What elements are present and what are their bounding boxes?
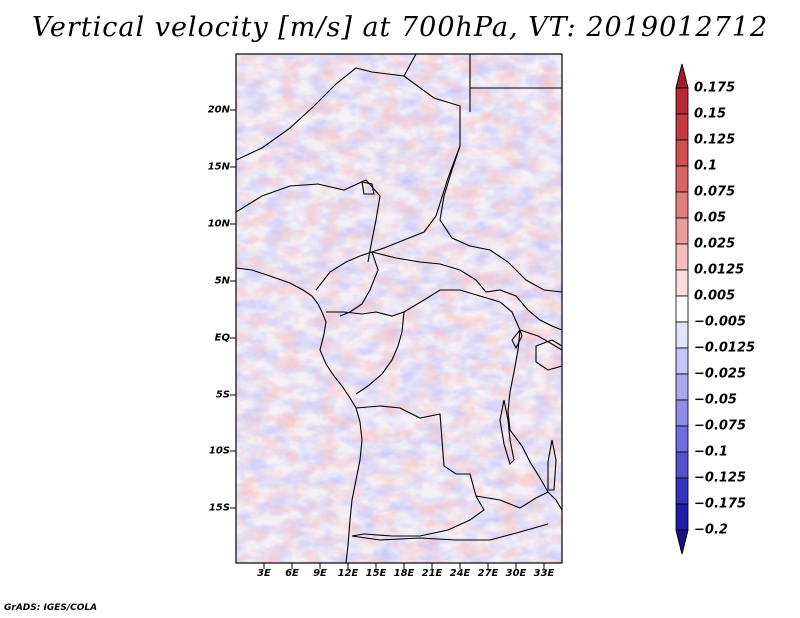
colorbar-label: 0.025	[694, 236, 736, 252]
colorbar-label: −0.05	[694, 392, 737, 408]
lat-label: EQ	[214, 332, 230, 344]
colorbar	[675, 63, 689, 555]
colorbar-segment	[675, 87, 689, 115]
lon-label: 21E	[421, 568, 443, 579]
colorbar-segment	[675, 373, 689, 401]
border-zambia	[475, 491, 562, 511]
lake-chad	[361, 181, 375, 195]
colorbar-label: 0.1	[694, 158, 718, 174]
lat-label: 20N	[207, 104, 230, 116]
colorbar-segment	[675, 191, 689, 219]
lat-label: 5S	[215, 389, 230, 401]
colorbar-segment	[675, 165, 689, 193]
colorbar-segment	[675, 295, 689, 323]
lat-label: 15S	[208, 502, 230, 514]
lon-label: 18E	[393, 568, 415, 579]
lon-label: 24E	[449, 568, 471, 579]
colorbar-label: −0.1	[694, 444, 728, 460]
lat-label: 10S	[208, 445, 230, 457]
colorbar-segment	[675, 243, 689, 271]
border-cameroon	[315, 251, 379, 317]
colorbar-label: −0.075	[694, 418, 747, 434]
colorbar-segment	[675, 139, 689, 167]
colorbar-label: −0.175	[694, 496, 747, 512]
lon-label: 30E	[505, 568, 527, 579]
colorbar-label: 0.05	[694, 210, 727, 226]
border-libya-egypt	[403, 54, 562, 112]
colorbar-top-arrow	[675, 63, 689, 89]
border-chad-sudan	[439, 145, 562, 293]
frame-ticks	[230, 109, 545, 569]
colorbar-label: 0.15	[694, 106, 727, 122]
lon-label: 27E	[477, 568, 499, 579]
colorbar-label: −0.2	[694, 522, 728, 538]
colorbar-segment	[675, 399, 689, 427]
lon-label: 15E	[365, 568, 387, 579]
border-niger-nigeria	[236, 179, 381, 263]
colorbar-label: −0.0125	[694, 340, 756, 356]
lat-label: 10N	[207, 218, 230, 230]
border-namibia	[351, 523, 549, 541]
lake-albert	[511, 328, 523, 350]
colorbar-label: 0.125	[694, 132, 736, 148]
border-east-africa	[519, 309, 562, 351]
lon-label: 9E	[313, 568, 327, 579]
colorbar-segment	[675, 113, 689, 141]
lake-malawi	[547, 439, 557, 491]
colorbar-label: 0.075	[694, 184, 736, 200]
lake-tanganyika	[499, 399, 515, 466]
country-borders	[236, 54, 562, 563]
lat-label: 5N	[214, 275, 230, 287]
colorbar-segment	[675, 321, 689, 349]
credit-text: GrADS: IGES/COLA	[4, 603, 98, 613]
border-drc	[403, 289, 549, 493]
lon-label: 33E	[533, 568, 555, 579]
lon-label: 12E	[337, 568, 359, 579]
lon-label: 3E	[257, 568, 271, 579]
colorbar-segment	[675, 347, 689, 375]
map-frame	[235, 53, 563, 564]
border-car	[371, 251, 529, 311]
colorbar-segment	[675, 425, 689, 453]
lake-victoria	[535, 339, 562, 371]
colorbar-label: −0.025	[694, 366, 747, 382]
colorbar-segment	[675, 451, 689, 479]
border-congo-gabon	[326, 311, 405, 395]
colorbar-segment	[675, 503, 689, 531]
colorbar-segment	[675, 477, 689, 505]
colorbar-label: 0.005	[694, 288, 736, 304]
lon-label: 6E	[285, 568, 299, 579]
border-sahara	[236, 67, 461, 253]
colorbar-label: −0.125	[694, 470, 747, 486]
lat-label: 15N	[207, 161, 230, 173]
lakes	[361, 181, 562, 491]
colorbar-bottom-arrow	[675, 529, 689, 555]
border-angola	[351, 405, 485, 537]
colorbar-label: −0.005	[694, 314, 747, 330]
chart-title: Vertical velocity [m/s] at 700hPa, VT: 2…	[31, 12, 769, 43]
coastline-west	[236, 267, 363, 563]
colorbar-segment	[675, 217, 689, 245]
colorbar-label: 0.175	[694, 80, 736, 96]
colorbar-segment	[675, 269, 689, 297]
colorbar-label: 0.0125	[694, 262, 745, 278]
map-panel	[236, 54, 562, 563]
